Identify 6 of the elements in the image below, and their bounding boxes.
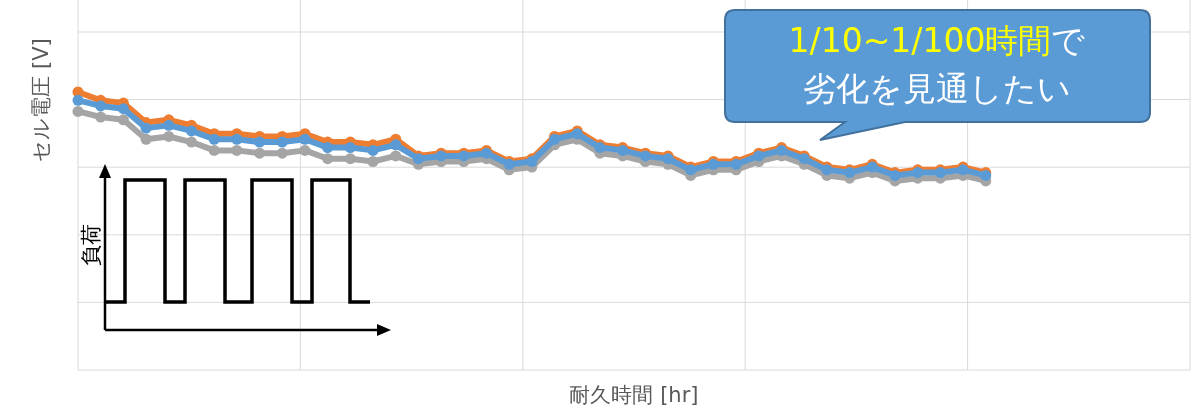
x-axis-title: 耐久時間 [hr] <box>569 383 699 407</box>
annotation: 負荷 <box>79 224 103 266</box>
text: 1/10~1/100時間 <box>788 21 1052 60</box>
text: で <box>1051 21 1086 60</box>
annotation: 劣化を見通したい <box>803 69 1071 108</box>
y-axis-title: セル電圧 [V] <box>29 38 53 162</box>
